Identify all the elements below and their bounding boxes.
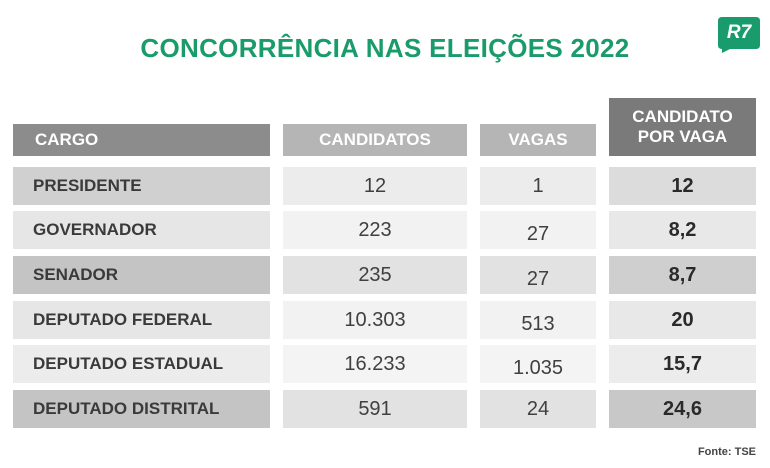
cell-candidato-por-vaga: 12 — [609, 167, 756, 205]
column-header-vagas: VAGAS — [480, 124, 596, 156]
cell-candidatos: 591 — [283, 390, 467, 428]
cell-cargo: GOVERNADOR — [13, 211, 270, 249]
cell-candidato-por-vaga: 15,7 — [609, 345, 756, 383]
cell-candidatos: 12 — [283, 167, 467, 205]
cell-vagas: 27 — [480, 256, 596, 294]
column-header-cargo: CARGO — [13, 124, 270, 156]
page-title: CONCORRÊNCIA NAS ELEIÇÕES 2022 — [140, 33, 630, 63]
cell-candidato-por-vaga: 8,2 — [609, 211, 756, 249]
source-note: Fonte: TSE — [697, 446, 756, 458]
cell-candidato-por-vaga: 20 — [609, 301, 756, 339]
cell-vagas: 24 — [480, 390, 596, 428]
cell-candidatos: 223 — [283, 211, 467, 249]
cell-candidatos: 10.303 — [283, 301, 467, 339]
r7-logo: R7 — [718, 17, 760, 53]
column-header-candidatos: CANDIDATOS — [283, 124, 467, 156]
cell-vagas: 513 — [480, 301, 596, 339]
cell-cargo: PRESIDENTE — [13, 167, 270, 205]
logo-badge-icon — [718, 17, 760, 53]
cell-cargo: DEPUTADO DISTRITAL — [13, 390, 270, 428]
cell-candidatos: 16.233 — [283, 345, 467, 383]
cell-candidato-por-vaga: 24,6 — [609, 390, 756, 428]
cell-vagas: 1.035 — [480, 345, 596, 383]
cell-cargo: SENADOR — [13, 256, 270, 294]
cell-cargo: DEPUTADO ESTADUAL — [13, 345, 270, 383]
cell-vagas: 1 — [480, 167, 596, 205]
cell-vagas: 27 — [480, 211, 596, 249]
cell-candidatos: 235 — [283, 256, 467, 294]
logo-text: R7 — [726, 22, 752, 43]
cell-cargo: DEPUTADO FEDERAL — [13, 301, 270, 339]
cell-candidato-por-vaga: 8,7 — [609, 256, 756, 294]
column-header-candidato-por-vaga: CANDIDATO POR VAGA — [609, 98, 756, 156]
